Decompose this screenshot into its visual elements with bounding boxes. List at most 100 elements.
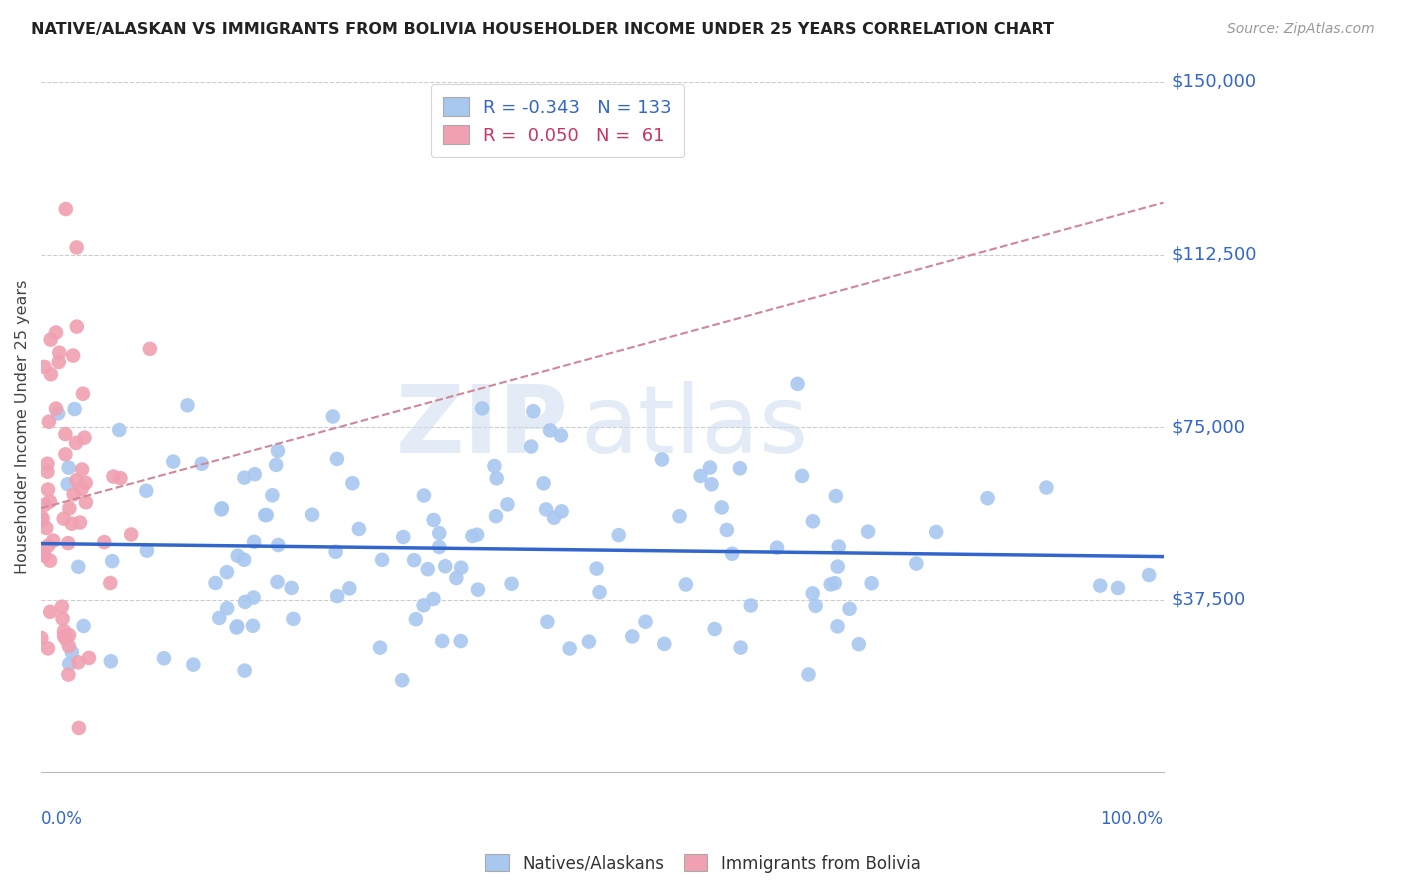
Point bbox=[652, 637, 675, 651]
Point bbox=[52, 612, 75, 626]
Point bbox=[856, 524, 879, 539]
Point bbox=[427, 526, 450, 541]
Point bbox=[730, 640, 752, 655]
Point bbox=[110, 471, 132, 485]
Text: NATIVE/ALASKAN VS IMMIGRANTS FROM BOLIVIA HOUSEHOLDER INCOME UNDER 25 YEARS CORR: NATIVE/ALASKAN VS IMMIGRANTS FROM BOLIVI… bbox=[31, 22, 1054, 37]
Point bbox=[905, 557, 928, 571]
Point bbox=[139, 342, 162, 356]
Point bbox=[262, 488, 284, 502]
Point bbox=[820, 577, 842, 591]
Point bbox=[496, 497, 519, 511]
Point bbox=[703, 622, 725, 636]
Point bbox=[204, 576, 226, 591]
Point bbox=[55, 632, 77, 646]
Point bbox=[39, 554, 62, 568]
Text: 0.0%: 0.0% bbox=[41, 810, 83, 828]
Point bbox=[404, 553, 426, 567]
Point bbox=[533, 476, 555, 491]
Point bbox=[827, 559, 849, 574]
Point bbox=[48, 345, 70, 359]
Point bbox=[342, 476, 364, 491]
Point bbox=[226, 619, 249, 633]
Point bbox=[543, 510, 565, 524]
Point bbox=[55, 427, 77, 442]
Point bbox=[226, 549, 249, 563]
Point bbox=[422, 592, 444, 607]
Point bbox=[51, 599, 73, 614]
Point bbox=[337, 582, 360, 596]
Point bbox=[67, 721, 90, 735]
Point bbox=[347, 522, 370, 536]
Point bbox=[786, 376, 808, 391]
Point bbox=[67, 559, 90, 574]
Point bbox=[675, 577, 697, 591]
Point bbox=[534, 502, 557, 516]
Point bbox=[668, 509, 690, 524]
Point bbox=[98, 576, 121, 591]
Point bbox=[58, 628, 80, 642]
Point bbox=[52, 511, 75, 525]
Point bbox=[501, 576, 523, 591]
Legend: Natives/Alaskans, Immigrants from Bolivia: Natives/Alaskans, Immigrants from Bolivi… bbox=[478, 847, 928, 880]
Point bbox=[233, 664, 256, 678]
Point bbox=[1035, 481, 1057, 495]
Point bbox=[689, 469, 711, 483]
Point bbox=[427, 540, 450, 554]
Point bbox=[699, 460, 721, 475]
Point bbox=[256, 508, 278, 522]
Point bbox=[32, 545, 55, 559]
Point bbox=[103, 469, 125, 483]
Point bbox=[225, 621, 247, 635]
Point bbox=[728, 461, 751, 475]
Point bbox=[58, 639, 80, 653]
Point bbox=[471, 401, 494, 416]
Point bbox=[838, 602, 860, 616]
Point bbox=[72, 619, 94, 633]
Point bbox=[135, 483, 157, 498]
Point bbox=[120, 527, 142, 541]
Point bbox=[467, 582, 489, 597]
Point bbox=[465, 527, 488, 541]
Point bbox=[101, 554, 124, 568]
Point bbox=[326, 589, 349, 603]
Point bbox=[740, 599, 762, 613]
Point bbox=[280, 581, 302, 595]
Point bbox=[60, 516, 83, 531]
Text: atlas: atlas bbox=[579, 381, 808, 473]
Point bbox=[264, 458, 287, 472]
Point bbox=[45, 401, 67, 416]
Point bbox=[34, 498, 56, 512]
Point bbox=[825, 489, 848, 503]
Point bbox=[392, 530, 415, 544]
Point bbox=[1107, 581, 1129, 595]
Point bbox=[824, 576, 846, 591]
Point bbox=[39, 605, 62, 619]
Point bbox=[31, 511, 53, 525]
Point bbox=[860, 576, 883, 591]
Point bbox=[267, 538, 290, 552]
Point bbox=[75, 475, 97, 490]
Point bbox=[75, 495, 97, 509]
Point bbox=[53, 624, 76, 639]
Point bbox=[233, 595, 256, 609]
Point bbox=[422, 513, 444, 527]
Point bbox=[634, 615, 657, 629]
Point bbox=[66, 319, 89, 334]
Point bbox=[450, 634, 472, 648]
Point bbox=[828, 540, 851, 554]
Point bbox=[48, 355, 70, 369]
Point bbox=[211, 501, 233, 516]
Point bbox=[416, 562, 439, 576]
Point bbox=[405, 612, 427, 626]
Point bbox=[925, 524, 948, 539]
Point bbox=[585, 561, 607, 575]
Point bbox=[46, 406, 69, 420]
Point bbox=[30, 631, 52, 645]
Point bbox=[208, 611, 231, 625]
Text: $37,500: $37,500 bbox=[1173, 591, 1246, 608]
Point bbox=[217, 601, 239, 615]
Point bbox=[827, 619, 849, 633]
Point bbox=[301, 508, 323, 522]
Point bbox=[254, 508, 277, 522]
Point bbox=[243, 467, 266, 482]
